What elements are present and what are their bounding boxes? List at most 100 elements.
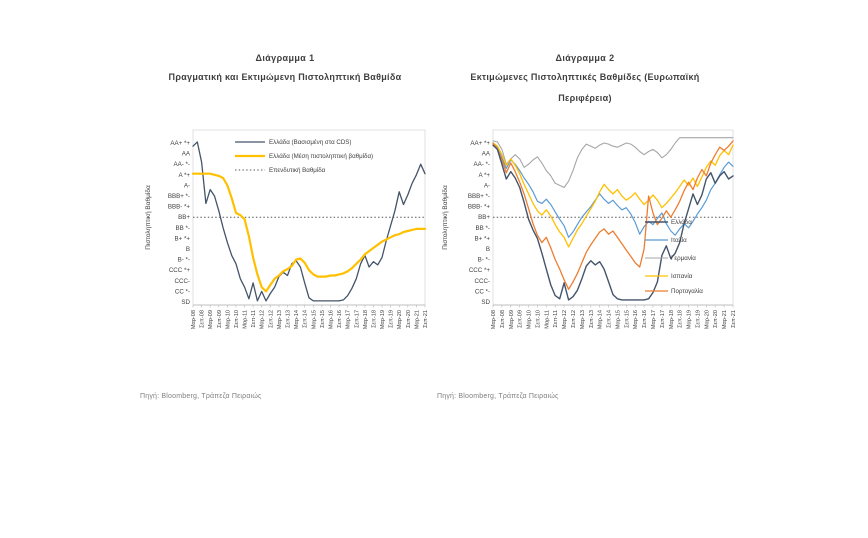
x-axis-label: Σεπ-10	[234, 310, 240, 328]
x-axis-label: Σεπ-15	[624, 310, 630, 328]
x-axis-label: Μαρ-17	[651, 310, 657, 329]
x-axis-label: Σεπ-18	[371, 310, 377, 328]
x-axis-label: Μαρ-14	[294, 310, 300, 329]
x-axis-label: Σεπ-18	[678, 310, 684, 328]
chart1-credit-rating-greece: Μαρ-08 Σεπ-08 Μαρ-09 Σεπ-09 Μαρ-10 Σεπ-10 Μαρ-…	[144, 129, 429, 329]
y-axis-label: CC *-	[175, 288, 190, 295]
series-line-0	[492, 144, 734, 301]
legend-label: Ελλάδα	[671, 219, 692, 226]
series-line-3	[492, 142, 734, 248]
y-axis-label: SD	[181, 299, 190, 306]
y-axis-title: Πιστοληπτική Βαθμίδα	[144, 185, 152, 250]
figure2-subtitle: Εκτιμώμενες Πιστοληπτικές Βαθμίδες (Ευρω…	[470, 72, 700, 103]
y-axis-label: CCC-	[475, 278, 490, 285]
series-line-0	[192, 141, 426, 302]
x-axis-label: Μαρ-10	[225, 310, 231, 329]
x-axis-label: Μαρ-10	[527, 310, 533, 329]
x-axis-label: Μαρ-11	[243, 310, 249, 329]
y-axis-label: A *+	[478, 172, 490, 179]
y-axis-label: BBB- *+	[168, 204, 191, 211]
x-axis-label: Μαρ-21	[722, 310, 728, 329]
y-axis-label: B- *-	[178, 257, 190, 264]
series-line-4	[492, 140, 734, 290]
series-line-1	[492, 142, 734, 238]
y-axis-label: CCC *+	[169, 267, 191, 274]
y-axis-label: BB *-	[176, 225, 190, 232]
y-axis-label: AA- *-	[473, 161, 490, 168]
x-axis-label: Σεπ-12	[571, 310, 577, 328]
x-axis-label: Σεπ-13	[286, 310, 292, 328]
x-axis-label: Σεπ-13	[589, 310, 595, 328]
x-axis-label: Μαρ-18	[363, 310, 369, 329]
x-axis-label: Σεπ-17	[354, 310, 360, 328]
y-axis-label: CCC *+	[469, 267, 491, 274]
x-axis-label: Μαρ-19	[380, 310, 386, 329]
x-axis-label: Σεπ-08	[500, 310, 506, 328]
figure1-subtitle: Πραγματική και Εκτιμώμενη Πιστοληπτική Β…	[168, 72, 402, 82]
x-axis-label: Μαρ-16	[328, 310, 334, 329]
figure2-title: Διάγραμμα 2	[555, 53, 615, 63]
y-axis-label: CCC-	[175, 278, 190, 285]
x-axis-label: Μαρ-15	[615, 310, 621, 329]
figure2-source: Πηγή: Bloomberg, Τράπεζα Πειραιώς	[437, 393, 559, 400]
x-axis-label: Μαρ-16	[633, 310, 639, 329]
x-axis-label: Σεπ-16	[337, 310, 343, 328]
series-line-2	[492, 137, 734, 189]
x-axis-label: Σεπ-21	[423, 310, 429, 328]
y-axis-label: BB *-	[476, 225, 490, 232]
legend-label: Ιταλία	[671, 237, 687, 244]
x-axis-label: Σεπ-14	[607, 310, 613, 328]
x-axis-label: Μαρ-12	[260, 310, 266, 329]
x-axis-label: Μαρ-09	[208, 310, 214, 329]
series-line-1	[191, 172, 427, 293]
y-axis-label: BBB- *+	[468, 204, 491, 211]
x-axis-label: Σεπ-20	[713, 310, 719, 328]
y-axis-label: BBB+ *-	[168, 193, 190, 200]
x-axis-label: Μαρ-15	[311, 310, 317, 329]
x-axis-label: Μαρ-20	[704, 310, 710, 329]
x-axis-label: Σεπ-16	[642, 310, 648, 328]
x-axis-label: Μαρ-13	[277, 310, 283, 329]
x-axis-label: Σεπ-19	[389, 310, 395, 328]
x-axis-label: Σεπ-12	[268, 310, 274, 328]
chart2-credit-rating-periphery: Μαρ-08 Σεπ-08 Μαρ-09 Σεπ-09 Μαρ-10 Σεπ-10 Μαρ-…	[441, 129, 737, 329]
legend-label: Ελλάδα (Μέση πιστοληπτική βαθμίδα)	[269, 153, 373, 160]
x-axis-label: Σεπ-09	[217, 310, 223, 328]
x-axis-label: Σεπ-08	[200, 310, 206, 328]
x-axis-label: Σεπ-10	[535, 310, 541, 328]
x-axis-label: Σεπ-15	[320, 310, 326, 328]
legend-label: Πορτογαλία	[671, 288, 703, 295]
y-axis-label: CC *-	[475, 288, 490, 295]
y-axis-label: SD	[481, 299, 490, 306]
x-axis-label: Μαρ-08	[191, 310, 197, 329]
y-axis-label: B	[186, 246, 190, 253]
legend-label: Ελλάδα (Βασισμένη στα CDS)	[269, 139, 352, 146]
legend-label: Επενδυτική Βαθμίδα	[269, 167, 326, 174]
y-axis-label: A *+	[178, 172, 190, 179]
x-axis-label: Σεπ-09	[518, 310, 524, 328]
legend-label: Ισπανία	[671, 273, 693, 280]
x-axis-label: Μαρ-09	[509, 310, 515, 329]
y-axis-label: AA+ *+	[470, 140, 490, 147]
x-axis-label: Σεπ-20	[406, 310, 412, 328]
y-axis-label: AA	[482, 151, 491, 158]
y-axis-label: BBB+ *-	[468, 193, 490, 200]
y-axis-label: AA- *-	[173, 161, 190, 168]
x-axis-label: Μαρ-08	[491, 310, 497, 329]
x-axis-label: Μαρ-14	[598, 310, 604, 329]
x-axis-label: Μαρ-20	[397, 310, 403, 329]
y-axis-label: BB+	[478, 214, 490, 221]
x-axis-label: Σεπ-11	[553, 310, 559, 327]
y-axis-label: AA	[182, 151, 191, 158]
y-axis-label: B- *-	[478, 257, 490, 264]
x-axis-label: Σεπ-11	[251, 310, 257, 327]
x-axis-label: Μαρ-11	[544, 310, 550, 329]
x-axis-label: Σεπ-14	[303, 310, 309, 328]
x-axis-label: Μαρ-17	[346, 310, 352, 329]
legend-label: Γερμανία	[671, 255, 696, 262]
x-axis-label: Μαρ-12	[562, 310, 568, 329]
y-axis-title: Πιστοληπτική Βαθμίδα	[441, 185, 449, 250]
x-axis-label: Σεπ-19	[695, 310, 701, 328]
y-axis-label: A-	[184, 182, 190, 189]
